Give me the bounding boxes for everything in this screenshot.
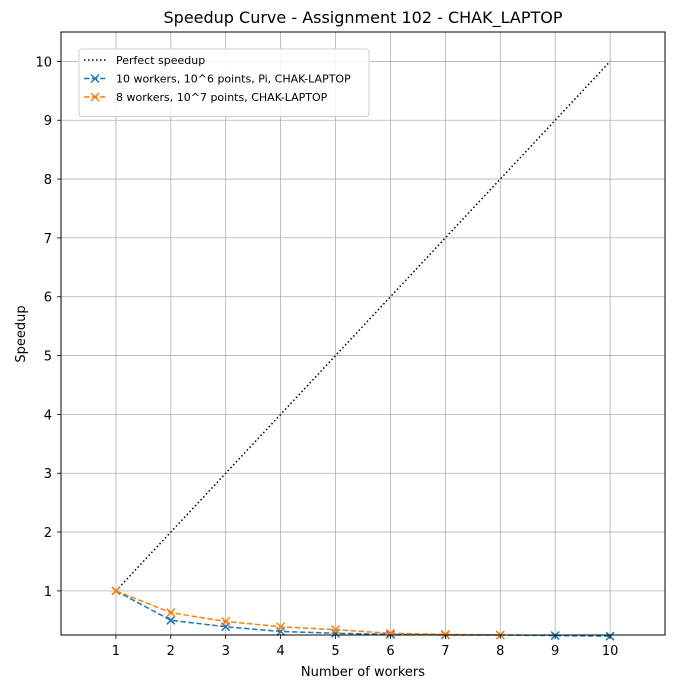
- series-2-point: [440, 629, 450, 639]
- x-tick-label: 3: [222, 644, 230, 659]
- marker-stroke: [90, 73, 100, 84]
- marker-stroke: [90, 92, 100, 102]
- y-tick-label: 7: [44, 232, 52, 247]
- marker-stroke: [276, 622, 286, 632]
- marker-stroke: [166, 615, 176, 625]
- y-tick-label: 3: [44, 467, 52, 482]
- ticks: 1 2 3 4 5 6 7 8 9 10 1 2 3 4 5 6 7 8 9 10: [35, 55, 618, 659]
- legend-marker-1: [90, 73, 100, 84]
- series-2-point: [331, 625, 341, 635]
- marker-stroke: [385, 629, 395, 639]
- marker-stroke: [111, 586, 121, 596]
- series-2-point: [111, 586, 121, 596]
- legend-label-2: 8 workers, 10^7 points, CHAK-LAPTOP: [116, 91, 328, 104]
- marker-stroke: [166, 608, 176, 618]
- series-1-point: [385, 629, 395, 639]
- legend: Perfect speedup 10 workers, 10^6 points, …: [78, 48, 370, 117]
- x-tick-label: 7: [441, 644, 449, 659]
- series-2-point: [166, 608, 176, 618]
- y-tick-label: 1: [44, 585, 52, 600]
- x-tick-label: 1: [112, 644, 120, 659]
- legend-label-0: Perfect speedup: [116, 54, 205, 67]
- series-line-2: [115, 590, 501, 636]
- y-tick-label: 6: [44, 291, 52, 306]
- x-tick-label: 6: [386, 644, 394, 659]
- y-tick-label: 4: [44, 408, 52, 423]
- legend-box: [78, 48, 370, 117]
- y-tick-label: 9: [44, 114, 52, 129]
- x-tick-label: 9: [551, 644, 559, 659]
- x-axis-label: Number of workers: [301, 665, 425, 680]
- y-tick-label: 8: [44, 173, 52, 188]
- x-tick-label: 8: [496, 644, 504, 659]
- series-2-point: [385, 628, 395, 638]
- series-1-point: [166, 615, 176, 625]
- grid: [61, 32, 665, 635]
- x-tick-label: 10: [602, 644, 619, 659]
- marker-stroke: [331, 625, 341, 635]
- series-2-point: [276, 622, 286, 632]
- y-tick-label: 5: [44, 350, 52, 365]
- marker-stroke: [440, 629, 450, 639]
- y-tick-label: 10: [35, 55, 52, 70]
- plot-frame: [60, 31, 666, 636]
- marker-stroke: [385, 628, 395, 638]
- y-axis-label: Speedup: [14, 305, 29, 362]
- x-tick-label: 2: [167, 644, 175, 659]
- legend-marker-2: [90, 92, 100, 102]
- x-tick-label: 4: [276, 644, 284, 659]
- chart-title: Speedup Curve - Assignment 102 - CHAK_LA…: [164, 8, 563, 28]
- x-tick-label: 5: [331, 644, 339, 659]
- y-tick-label: 2: [44, 526, 52, 541]
- series-line-0: [115, 60, 611, 592]
- legend-label-1: 10 workers, 10^6 points, Pi, CHAK-LAPTOP: [116, 73, 351, 86]
- marker-stroke: [221, 616, 231, 626]
- series-2-point: [221, 616, 231, 626]
